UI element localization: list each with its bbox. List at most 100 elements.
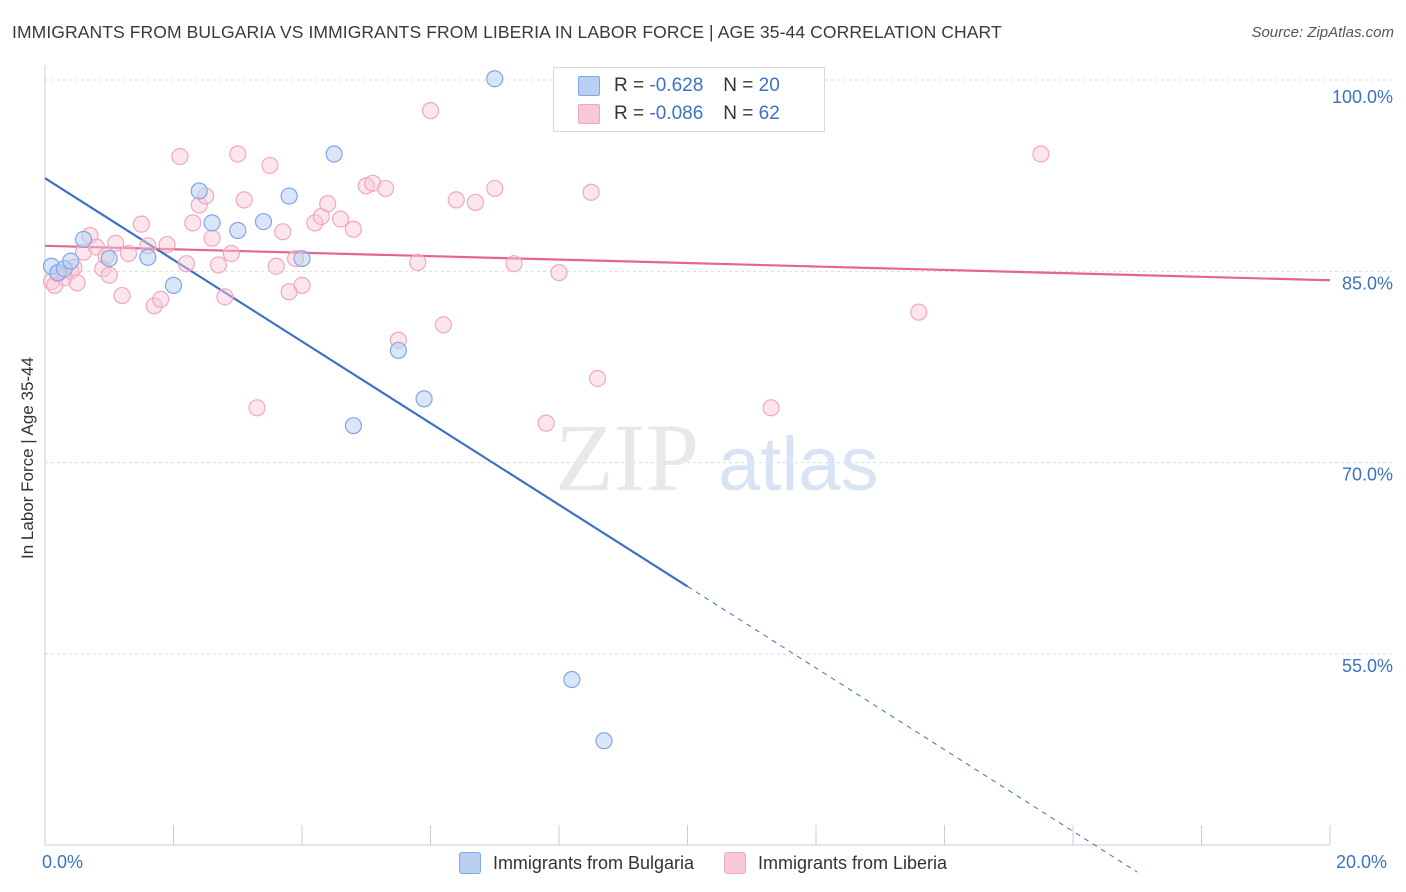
watermark-zip: ZIP <box>555 404 699 511</box>
x-tick-label-min: 0.0% <box>42 852 84 872</box>
grid-lines <box>45 79 1392 655</box>
point-bulgaria <box>563 670 581 689</box>
data-points <box>42 70 1050 750</box>
legend-item-liberia: Immigrants from Liberia <box>724 852 947 874</box>
legend-row-bulgaria: R = -0.628 N = 20 <box>578 72 780 100</box>
legend-swatch-liberia <box>578 104 600 124</box>
point-liberia <box>306 214 324 232</box>
y-tick-label: 55.0% <box>1342 656 1393 676</box>
point-liberia <box>132 215 150 233</box>
point-liberia <box>1032 145 1050 163</box>
point-liberia <box>550 264 568 282</box>
chart-source: Source: ZipAtlas.com <box>1251 24 1394 41</box>
point-bulgaria <box>203 214 221 232</box>
stats-legend: R = -0.628 N = 20 R = -0.086 N = 62 <box>553 67 825 132</box>
point-bulgaria <box>229 221 247 240</box>
point-liberia <box>409 253 427 272</box>
point-liberia <box>261 156 279 175</box>
series-legend: Immigrants from Bulgaria Immigrants from… <box>0 852 1406 874</box>
legend-n-label: N = <box>723 75 754 96</box>
x-tick-label-max: 20.0% <box>1336 852 1388 872</box>
legend-r-value: -0.086 <box>649 103 704 124</box>
legend-label-liberia: Immigrants from Liberia <box>758 852 948 873</box>
point-bulgaria <box>62 252 80 270</box>
point-bulgaria <box>344 417 362 435</box>
point-liberia <box>100 266 118 284</box>
point-liberia <box>229 145 247 163</box>
point-liberia <box>293 276 311 294</box>
point-bulgaria <box>139 248 157 266</box>
point-liberia <box>588 369 607 388</box>
point-liberia <box>486 179 504 198</box>
legend-n-value: 62 <box>758 103 780 124</box>
axes <box>44 65 1331 846</box>
point-liberia <box>107 234 125 252</box>
point-liberia <box>216 288 234 306</box>
trend-lines <box>44 177 1331 873</box>
trend-line-bulgaria <box>44 177 689 588</box>
point-bulgaria <box>325 145 343 163</box>
point-liberia <box>209 256 228 274</box>
y-tick-label: 70.0% <box>1342 465 1393 485</box>
point-liberia <box>68 274 86 292</box>
point-liberia <box>421 102 440 120</box>
point-liberia <box>235 191 253 209</box>
legend-r-label: R = <box>614 103 645 124</box>
point-bulgaria <box>100 249 118 268</box>
y-tick-labels: 55.0% 70.0% 85.0% 100.0% <box>1332 87 1393 676</box>
point-liberia <box>203 229 221 247</box>
legend-n-label: N = <box>723 103 754 124</box>
legend-row-liberia: R = -0.086 N = 62 <box>578 100 780 128</box>
point-liberia <box>119 244 138 263</box>
point-liberia <box>267 257 285 275</box>
point-liberia <box>582 183 600 201</box>
point-bulgaria <box>595 732 613 750</box>
watermark-atlas: atlas <box>718 422 879 507</box>
point-liberia <box>434 316 452 334</box>
chart-title: IMMIGRANTS FROM BULGARIA VS IMMIGRANTS F… <box>12 22 1002 42</box>
trend-line-extension <box>687 585 1138 873</box>
legend-swatch-bulgaria <box>578 76 600 96</box>
point-liberia <box>274 223 292 241</box>
legend-r-label: R = <box>614 75 645 96</box>
legend-item-bulgaria: Immigrants from Bulgaria <box>458 852 694 874</box>
point-liberia <box>762 399 780 417</box>
legend-r-value: -0.628 <box>649 75 704 96</box>
point-liberia <box>376 179 395 198</box>
point-liberia <box>319 195 337 213</box>
watermark: ZIP atlas <box>555 404 879 511</box>
point-bulgaria <box>74 230 93 249</box>
point-liberia <box>447 191 465 209</box>
point-bulgaria <box>164 276 183 294</box>
point-bulgaria <box>389 341 407 360</box>
point-bulgaria <box>486 70 504 88</box>
point-bulgaria <box>280 187 298 205</box>
point-liberia <box>177 255 195 273</box>
point-liberia <box>537 414 555 432</box>
legend-swatch-bulgaria <box>458 852 481 874</box>
point-liberia <box>505 255 523 273</box>
y-tick-label: 85.0% <box>1342 273 1393 293</box>
point-bulgaria <box>293 249 311 268</box>
point-bulgaria <box>415 390 433 408</box>
legend-label-bulgaria: Immigrants from Bulgaria <box>492 852 694 873</box>
point-liberia <box>171 147 189 166</box>
point-bulgaria <box>190 182 208 200</box>
point-liberia <box>331 210 350 228</box>
point-liberia <box>222 244 240 263</box>
point-liberia <box>113 286 131 305</box>
point-liberia <box>364 174 382 192</box>
legend-swatch-liberia <box>724 852 746 874</box>
legend-n-value: 20 <box>758 75 780 96</box>
point-liberia <box>158 235 176 254</box>
y-axis-label: In Labor Force | Age 35-44 <box>18 357 37 559</box>
point-liberia <box>910 303 928 321</box>
point-bulgaria <box>254 212 273 231</box>
trend-line-liberia <box>44 244 1331 282</box>
point-liberia <box>184 214 202 232</box>
point-liberia <box>466 193 485 212</box>
point-liberia <box>248 399 266 417</box>
point-liberia <box>344 220 362 238</box>
point-liberia <box>152 290 170 308</box>
